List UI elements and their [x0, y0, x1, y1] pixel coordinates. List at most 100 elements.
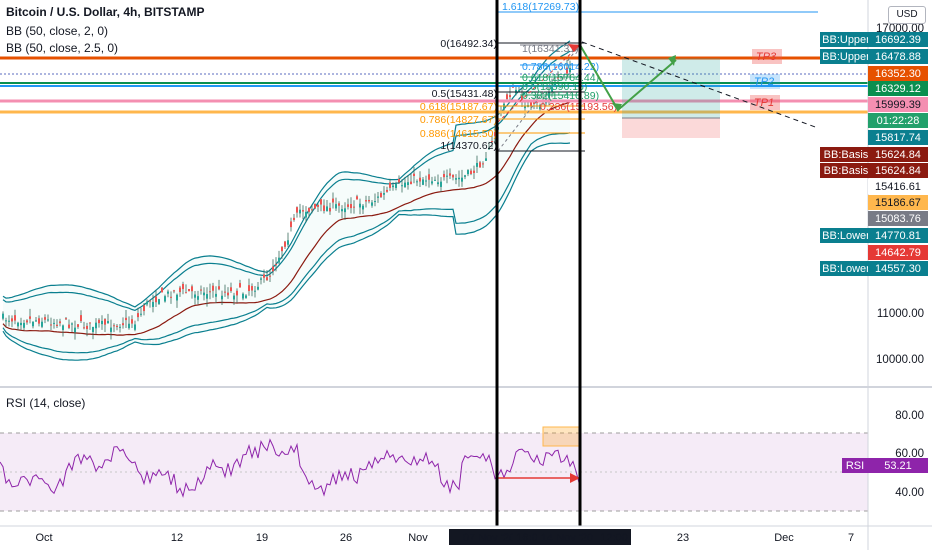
candle-body — [368, 199, 370, 202]
candle — [122, 317, 124, 329]
candle-body — [248, 285, 250, 291]
currency-button[interactable]: USD — [888, 6, 926, 24]
candle-body — [362, 205, 364, 210]
candle — [35, 316, 37, 322]
projection-arrowhead-low — [612, 103, 622, 112]
price-label-bg — [868, 66, 928, 81]
candle-body — [329, 207, 331, 212]
candle-body — [296, 207, 298, 213]
candle — [257, 282, 259, 291]
candle-body — [464, 175, 466, 177]
candle — [164, 294, 166, 303]
candle-body — [224, 291, 226, 293]
candle-body — [188, 288, 190, 292]
candle-body — [383, 193, 385, 195]
candle-body — [215, 293, 217, 297]
candle — [506, 92, 508, 101]
candle-body — [425, 180, 427, 182]
candle-body — [482, 163, 484, 165]
candle-body — [68, 324, 70, 328]
time-highlight-label: 14 Nov '20 — [541, 532, 593, 544]
fib-label-2: 0(16492.34) — [440, 38, 497, 50]
fib-label-0: 1.618(17269.73) — [502, 1, 579, 13]
candle-body — [437, 182, 439, 185]
price-label-tag: BB:Lower — [822, 263, 870, 275]
candle — [479, 160, 481, 168]
candle-body — [41, 321, 43, 327]
candle-body — [197, 296, 199, 300]
candle-body — [557, 77, 559, 79]
candle — [113, 323, 115, 333]
candle-body — [365, 200, 367, 202]
candle-body — [449, 173, 451, 176]
price-tick-1: 11000.00 — [877, 308, 924, 320]
price-label-value: 15999.39 — [875, 99, 921, 111]
candle — [221, 290, 223, 306]
candle-body — [530, 101, 532, 106]
candle — [59, 318, 61, 327]
candle — [362, 204, 364, 214]
candle — [311, 204, 313, 214]
candle — [473, 165, 475, 180]
candle-body — [356, 196, 358, 200]
rsi-pane[interactable] — [0, 388, 868, 526]
candle — [5, 317, 7, 327]
candle-body — [524, 106, 526, 109]
price-label-13: 14642.79 — [868, 245, 928, 260]
candle-body — [539, 104, 541, 110]
candle-body — [158, 299, 160, 304]
bb-indicator-1-legend[interactable]: BB (50, close, 2, 0) — [6, 24, 109, 38]
candle-body — [521, 95, 523, 102]
candle — [356, 194, 358, 200]
rsi-value: 53.21 — [884, 460, 912, 472]
price-label-value: 16329.12 — [875, 83, 921, 95]
candle — [419, 171, 421, 187]
candle — [401, 179, 403, 193]
candle-body — [89, 322, 91, 324]
time-label-2: 19 — [256, 532, 268, 544]
candle-body — [302, 210, 304, 212]
candle-body — [341, 209, 343, 212]
candle-body — [308, 207, 310, 212]
candle — [143, 302, 145, 316]
price-label-value: 14557.30 — [875, 263, 921, 275]
price-label-tag: BB:Basis — [824, 149, 869, 161]
price-label-bg — [868, 97, 928, 112]
time-highlight-label: 16:0 — [516, 532, 537, 544]
candle — [407, 175, 409, 190]
rsi-indicator-legend[interactable]: RSI (14, close) — [6, 396, 86, 410]
candle-body — [221, 295, 223, 300]
candle — [284, 240, 286, 249]
candle-body — [239, 283, 241, 288]
candle-body — [110, 327, 112, 332]
candle-body — [272, 266, 274, 272]
candle-body — [104, 319, 106, 325]
tp-label: TP2 — [754, 76, 774, 88]
rsi-tick-2: 40.00 — [895, 487, 924, 499]
candle — [23, 319, 25, 331]
candle — [188, 288, 190, 292]
price-pane[interactable] — [0, 0, 932, 388]
candle-body — [167, 291, 169, 294]
bb-indicator-2-legend[interactable]: BB (50, close, 2.5, 0) — [6, 41, 119, 55]
fib-trend-line — [497, 44, 581, 152]
candle-body — [170, 296, 172, 298]
chart-title: Bitcoin / U.S. Dollar, 4h, BITSTAMP — [6, 5, 205, 19]
time-scale[interactable]: Oct 12 19 26 Nov 23 Dec 7 07 Nov '20 16:0 14 Nov '… — [0, 525, 932, 545]
candle — [260, 276, 262, 285]
candle — [245, 294, 247, 299]
time-label-0: Oct — [35, 532, 52, 544]
price-label-9: 15416.61 — [868, 179, 928, 194]
candle-body — [185, 292, 187, 294]
candle-body — [251, 286, 253, 291]
candle-body — [563, 74, 565, 76]
candle-body — [389, 182, 391, 188]
candle-body — [551, 85, 553, 92]
candle — [119, 324, 121, 333]
price-scale[interactable]: 17000.0011000.0010000.0080.0060.0040.00B… — [820, 0, 928, 550]
candle-body — [275, 264, 277, 266]
candle — [32, 321, 34, 329]
candle-body — [254, 290, 256, 292]
candle-body — [512, 86, 514, 88]
